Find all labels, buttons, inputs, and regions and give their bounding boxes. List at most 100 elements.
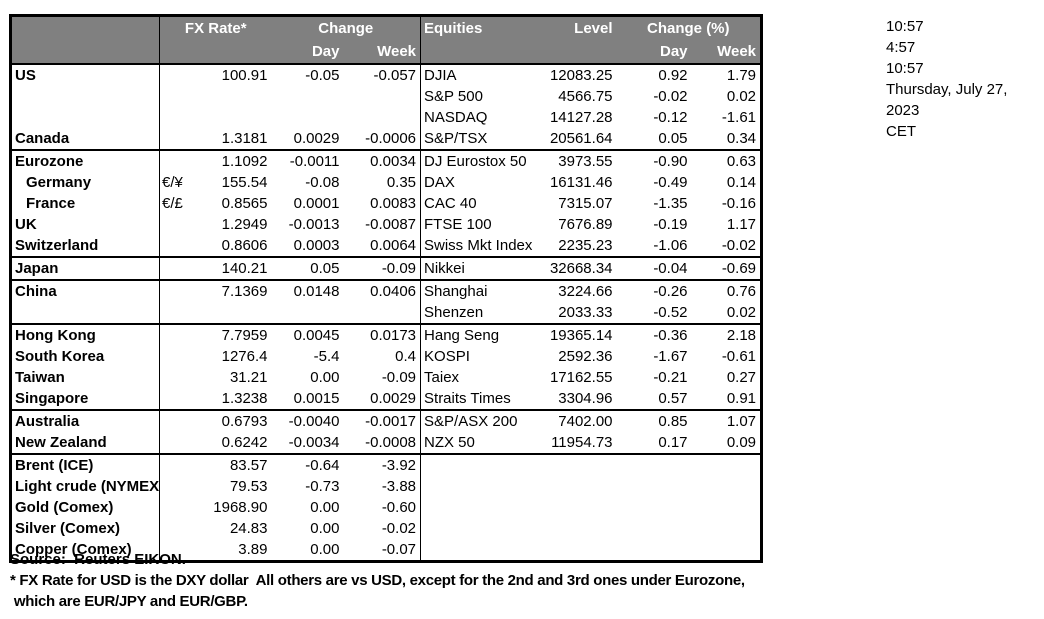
source-note: Source: Reuters EIKON. (10, 551, 186, 568)
equity-day-change-cell (617, 518, 692, 539)
equity-week-change-cell: 0.14 (726, 174, 757, 191)
fx-pair-cell (159, 256, 190, 280)
fx-week-change-cell: -0.057 (373, 67, 417, 84)
equity-name-cell: CAC 40 (420, 193, 542, 214)
equity-name-cell (420, 497, 542, 518)
table-row: Eurozone 1.1092 -0.0011 0.0034 DJ Eurostox 5… (10, 149, 762, 172)
fx-week-change-cell: 0.35 (386, 174, 417, 191)
level-header: Level (541, 15, 617, 40)
table-row: Australia 0.6793 -0.0040 -0.0017 S&P/ASX 200… (10, 409, 762, 432)
fx-rate-cell: 155.54 (221, 174, 268, 191)
equity-name-cell: S&P/ASX 200 (420, 409, 542, 432)
equity-name-cell (420, 453, 542, 476)
table-row: UK 1.2949 -0.0013 -0.0087 FTSE 100 7676.89 -0.… (10, 214, 762, 235)
equity-week-change-cell: -0.16 (721, 195, 757, 212)
equity-level-cell: 3304.96 (558, 390, 613, 407)
timezone-line: CET (886, 123, 916, 140)
equity-level-cell (542, 497, 617, 518)
table-row: New Zealand 0.6242 -0.0034 -0.0008 NZX 50 119… (10, 432, 762, 454)
equity-week-change-cell: 0.02 (726, 304, 757, 321)
market-table: FX Rate* Change Equities Level Change (%… (9, 14, 764, 563)
equity-level-cell: 19365.14 (541, 323, 617, 346)
fx-week-header: Week (343, 40, 421, 65)
equity-level-cell: 2592.36 (558, 348, 613, 365)
equity-level-cell (542, 476, 617, 497)
fx-rate-cell: 24.83 (229, 520, 268, 537)
equity-day-change-cell (617, 476, 692, 497)
table-row: Taiwan 31.21 0.00 -0.09 Taiex 17162.55 -0.21 0.… (10, 367, 762, 388)
table-row: S&P 500 4566.75 -0.02 0.02 (10, 86, 762, 107)
fx-rate-cell: 79.53 (229, 478, 268, 495)
fx-day-change-cell: -0.08 (305, 174, 340, 191)
equities-day-header: Day (616, 40, 692, 65)
fx-pair-cell: €/¥ (162, 174, 183, 191)
equity-day-change-cell (617, 497, 692, 518)
time-line-3: 10:57 (886, 60, 924, 77)
equity-day-change-cell: 0.92 (658, 67, 688, 84)
fx-week-change-cell: -0.07 (381, 541, 417, 558)
fx-country-cell: France (10, 193, 160, 214)
equity-week-change-cell: 2.18 (691, 323, 762, 346)
equity-day-change-cell: -0.52 (653, 304, 688, 321)
fx-country-cell: Light crude (NYMEX) (10, 476, 160, 497)
table-row: Japan 140.21 0.05 -0.09 Nikkei 32668.34 -0.04-… (10, 256, 762, 280)
fx-day-change-cell (272, 107, 344, 128)
fx-footnote-line2: which are EUR/JPY and EUR/GBP. (10, 593, 248, 610)
table-row: NASDAQ 14127.28 -0.12 -1.61 (10, 107, 762, 128)
fx-week-change-cell: -3.92 (343, 453, 421, 476)
table-row: Canada 1.3181 0.0029 -0.0006 S&P/TSX 20561.64… (10, 128, 762, 150)
fx-week-change-cell: 0.0034 (343, 149, 421, 172)
fx-day-change-cell: -0.0040 (271, 409, 344, 432)
equity-week-change-cell: 1.07 (691, 409, 762, 432)
fx-change-header: Change (271, 15, 421, 40)
equity-day-change-cell: -0.04 (616, 256, 692, 280)
fx-country-cell: South Korea (10, 346, 160, 367)
fx-day-header: Day (271, 40, 344, 65)
table-row: Switzerland 0.8606 0.0003 0.0064 Swiss Mkt I… (10, 235, 762, 257)
fx-day-change-cell: 0.0045 (271, 323, 344, 346)
equity-name-cell: DAX (420, 172, 542, 193)
equity-day-change-cell: -0.26 (616, 279, 692, 302)
fx-country-cell: Gold (Comex) (10, 497, 160, 518)
header-corner-spacer (10, 40, 160, 65)
equity-level-cell: 17162.55 (549, 369, 613, 386)
equity-week-change-cell: 0.09 (726, 434, 757, 451)
equity-day-change-cell (616, 453, 692, 476)
fx-day-change-cell: 0.0015 (293, 390, 340, 407)
fx-pair-cell (160, 64, 190, 86)
table-row: Copper (Comex) 3.89 0.00 -0.07 (10, 539, 762, 562)
fx-pair-cell (160, 518, 190, 539)
equity-day-change-cell: -1.67 (653, 348, 688, 365)
equity-day-change-cell: -0.19 (653, 216, 688, 233)
equity-week-change-cell: -0.61 (721, 348, 757, 365)
equity-name-cell: FTSE 100 (420, 214, 542, 235)
equity-level-cell: 4566.75 (558, 88, 613, 105)
fx-country-cell: Copper (Comex) (10, 539, 160, 562)
equity-level-cell: 14127.28 (549, 109, 613, 126)
table-row: China 7.1369 0.0148 0.0406 Shanghai 3224.66 -0… (10, 279, 762, 302)
fx-day-change-cell: -0.64 (271, 453, 344, 476)
fx-rate-cell: 1.3181 (221, 130, 268, 147)
equity-level-cell: 2235.23 (558, 237, 613, 254)
equity-name-cell: KOSPI (420, 346, 542, 367)
equities-week-header: Week (691, 40, 762, 65)
equity-week-change-cell: 1.79 (726, 67, 757, 84)
fx-footnote-line1: * FX Rate for USD is the DXY dollar All … (10, 572, 745, 589)
header-spacer (541, 40, 617, 65)
equity-week-change-cell: 0.02 (726, 88, 757, 105)
fx-country-cell: Brent (ICE) (10, 453, 160, 476)
fx-week-change-cell: -0.09 (381, 369, 417, 386)
equity-week-change-cell: 0.76 (691, 279, 762, 302)
equity-name-cell: S&P 500 (420, 86, 542, 107)
equity-name-cell: NASDAQ (420, 107, 542, 128)
fx-week-change-cell: 0.0406 (343, 279, 421, 302)
equity-day-change-cell: -1.06 (653, 237, 688, 254)
table-row: France €/£ 0.8565 0.0001 0.0083 CAC 40 7315.07… (10, 193, 762, 214)
table-row: Brent (ICE) 83.57 -0.64 -3.92 (10, 453, 762, 476)
equity-level-cell: 11954.73 (551, 434, 613, 451)
equity-week-change-cell: 0.63 (691, 149, 762, 172)
fx-country-cell: Japan (10, 256, 160, 280)
table-row: Singapore 1.3238 0.0015 0.0029 Straits Times… (10, 388, 762, 410)
equity-name-cell (420, 539, 542, 562)
fx-country-cell: Canada (10, 128, 160, 150)
